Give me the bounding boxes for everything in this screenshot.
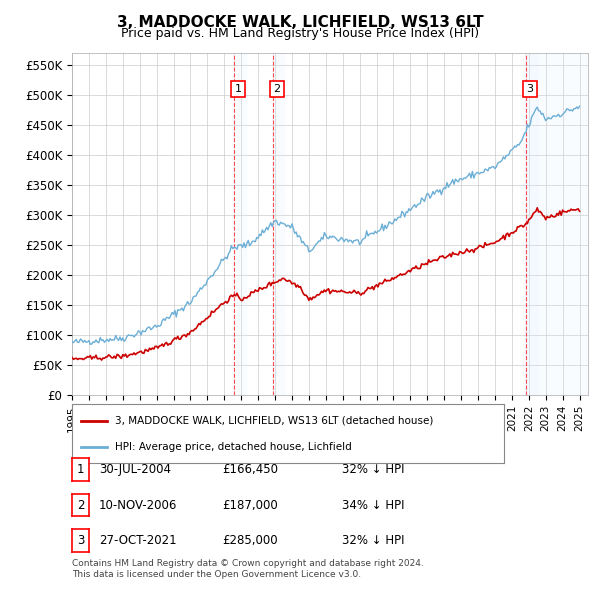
Text: 1: 1 (77, 463, 84, 476)
Text: 3, MADDOCKE WALK, LICHFIELD, WS13 6LT (detached house): 3, MADDOCKE WALK, LICHFIELD, WS13 6LT (d… (115, 416, 434, 425)
Bar (233, 53, 246, 395)
Text: 32% ↓ HPI: 32% ↓ HPI (342, 463, 404, 476)
Text: 34% ↓ HPI: 34% ↓ HPI (342, 499, 404, 512)
Text: 3, MADDOCKE WALK, LICHFIELD, WS13 6LT: 3, MADDOCKE WALK, LICHFIELD, WS13 6LT (116, 15, 484, 30)
Text: 3: 3 (526, 84, 533, 94)
Text: 10-NOV-2006: 10-NOV-2006 (99, 499, 178, 512)
Text: Price paid vs. HM Land Registry's House Price Index (HPI): Price paid vs. HM Land Registry's House … (121, 27, 479, 40)
Text: 1: 1 (235, 84, 242, 94)
Text: Contains HM Land Registry data © Crown copyright and database right 2024.: Contains HM Land Registry data © Crown c… (72, 559, 424, 568)
Text: HPI: Average price, detached house, Lichfield: HPI: Average price, detached house, Lich… (115, 442, 352, 451)
Text: 2: 2 (77, 499, 84, 512)
Text: 27-OCT-2021: 27-OCT-2021 (99, 534, 176, 547)
Text: 3: 3 (77, 534, 84, 547)
Text: 30-JUL-2004: 30-JUL-2004 (99, 463, 171, 476)
Text: 32% ↓ HPI: 32% ↓ HPI (342, 534, 404, 547)
Text: This data is licensed under the Open Government Licence v3.0.: This data is licensed under the Open Gov… (72, 571, 361, 579)
Text: £285,000: £285,000 (222, 534, 278, 547)
Text: £187,000: £187,000 (222, 499, 278, 512)
Bar (525, 53, 538, 395)
Text: 2: 2 (274, 84, 280, 94)
Bar (525, 53, 588, 395)
Bar (272, 53, 284, 395)
Text: £166,450: £166,450 (222, 463, 278, 476)
